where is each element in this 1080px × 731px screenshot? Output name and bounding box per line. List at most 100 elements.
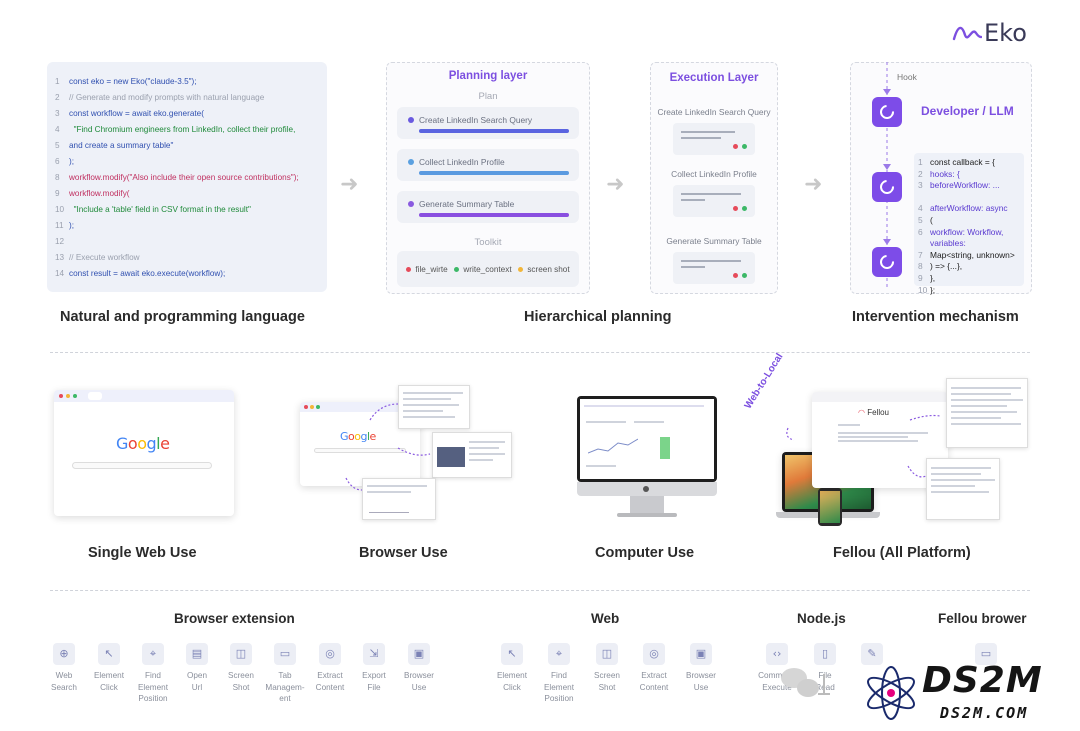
tool-tab-management: ▭ Tab Managem- ent [258,643,312,705]
section-label: Natural and programming language [60,309,305,325]
monitor-chin [577,482,717,496]
hook-icon [872,97,902,127]
tool-group-label: Web [591,611,620,626]
code-line: 12 [55,237,65,246]
code-line: 1 const eko = new Eko("claude-3.5"); [55,77,197,86]
file-icon: ▯ [814,643,836,665]
section-divider [50,590,1030,591]
planning-layer-box: Planning layer Plan Create LinkedIn Sear… [386,62,590,294]
planning-layer-title: Planning layer [448,70,528,82]
url-icon: ▤ [186,643,208,665]
section-divider [50,352,1030,353]
plan-progress-bar [419,213,569,217]
tool-browser-use: ▣ Browser Use [392,643,446,693]
locate-icon: ⌖ [548,643,570,665]
arrow-right-icon: ➜ [340,172,359,197]
search-input[interactable] [72,462,212,469]
monitor-foot [617,513,677,517]
code-line: 13// Execute workflow [55,253,140,262]
single-web-browser-window: Google [54,390,234,516]
tool-web-search: ⊕ Web Search [37,643,91,693]
tool-export-file: ⇲ Export File [347,643,401,693]
execution-layer-box: Execution Layer Create LinkedIn Search Q… [650,62,778,294]
plan-item: Create LinkedIn Search Query [397,107,579,139]
search-input[interactable] [314,448,406,453]
code-line: 10 "Include a 'table' field in CSV forma… [55,205,251,214]
tool-extract-content: ◎ Extract Content [303,643,357,693]
code-panel: 1 const eko = new Eko("claude-3.5"); 2// G… [47,62,327,292]
tool-extract-content: ◎ Extract Content [627,643,681,693]
code-line: 9 workflow.modify( [55,189,130,198]
browser-icon: ▣ [408,643,430,665]
plan-dot [408,159,414,165]
screenshot-icon: ◫ [230,643,252,665]
tool-file-write: ✎ [845,643,899,670]
web-page-thumbnail [926,458,1000,520]
plan-item: Generate Summary Table [397,191,579,223]
section-label: Intervention mechanism [852,309,1019,325]
browser-icon: ▣ [690,643,712,665]
code-line: 11); [55,221,75,230]
execution-step-label: Create LinkedIn Search Query [657,107,771,117]
callback-code-line: 10}; [918,284,936,295]
code-line: 3 const workflow = await eko.generate( [55,109,204,118]
screenshot-icon: ◫ [596,643,618,665]
tab-icon: ▭ [274,643,296,665]
eko-logo-icon [952,26,982,41]
extract-icon: ◎ [319,643,341,665]
tool-screen-shot: ◫ Screen Shot [580,643,634,693]
cursor-icon: ↖ [98,643,120,665]
locate-icon: ⌖ [142,643,164,665]
execution-layer-title: Execution Layer [669,72,759,84]
fellou-window: ◠ Fellou [812,392,948,488]
code-line: 6); [55,157,75,166]
code-icon: ‹› [766,643,788,665]
edit-icon: ✎ [861,643,883,665]
hook-label: Hook [897,72,917,82]
plan-item-label: Create LinkedIn Search Query [419,115,533,125]
monitor-icon: ▭ [975,643,997,665]
globe-icon: ⊕ [53,643,75,665]
section-label: Computer Use [595,545,695,561]
tool-find-element-position: ⌖ Find Element Position [532,643,586,705]
section-label: Hierarchical planning [524,309,672,325]
tool-command-execute: ‹› Command Execute [750,643,804,693]
tool-element-click: ↖ Element Click [82,643,136,693]
plan-progress-bar [419,129,569,133]
callback-code-line: 4 afterWorkflow: async [918,203,1008,214]
callback-code-line: 2 hooks: { [918,168,960,179]
callback-code-line: 9 }, [918,272,936,283]
web-page-thumbnail [362,478,436,520]
tool-open-url: ▤ Open Url [170,643,224,693]
phone [818,488,842,526]
plan-label: Plan [478,91,498,102]
export-icon: ⇲ [363,643,385,665]
eko-logo: Eko [952,18,1042,48]
callback-code-panel: 1 const callback = {2 hooks: {3 beforeWor… [914,153,1024,295]
callback-code-line: 7 Map<string, unknown> [918,249,1015,260]
callback-code-line: 3 beforeWorkflow: ... [918,180,1000,191]
watermark-url: DS2M.COM [940,704,1029,722]
section-label: Fellou (All Platform) [833,545,971,561]
execution-step-card [673,252,755,284]
google-logo: Google [116,434,170,453]
callback-code-line: 6 workflow: Workflow, [918,226,1004,237]
watermark-text: DS2M [922,660,1043,701]
fellou-flow-arrows [786,414,941,478]
plan-item: Collect LinkedIn Profile [397,149,579,181]
toolkit-label: Toolkit [474,237,502,248]
web-to-local-label: Web-to-Local [742,351,786,411]
callback-code-line: variables: [930,238,966,249]
tool-group-label: Node.js [797,611,846,626]
code-line: 8 workflow.modify("Also include their ope… [55,173,299,182]
ds2m-watermark: DS2M DS2M.COM [862,660,1072,726]
tool-find-element-position: ⌖ Find Element Position [126,643,180,705]
code-line: 5 and create a summary table" [55,141,174,150]
execution-step-label: Generate Summary Table [666,236,762,246]
callback-code-line [918,192,1020,204]
plan-progress-bar [419,171,569,175]
section-label: Browser Use [359,545,448,561]
tool-screen-shot: ◫ Screen Shot [214,643,268,693]
toolkit-item: file_wirte [406,265,448,274]
execution-step-card [673,123,755,155]
